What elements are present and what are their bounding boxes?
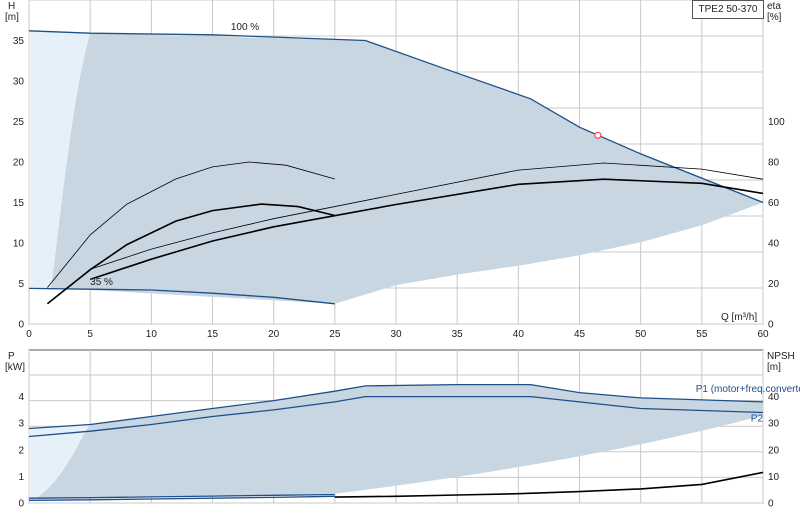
y-left-tick-label: 3 xyxy=(18,419,24,430)
y-left-tick-label: 0 xyxy=(18,320,24,331)
x-tick-label: 45 xyxy=(574,329,586,340)
y-right-tick-label: 30 xyxy=(768,419,780,430)
series-line-0-2 xyxy=(28,287,335,305)
x-tick-label: 60 xyxy=(757,329,769,340)
y-left-tick-label: 1 xyxy=(18,472,24,483)
series-line-1-1 xyxy=(28,395,764,438)
y-left-tick-label: 2 xyxy=(18,445,24,456)
y-left-axis-unit: [kW] xyxy=(5,362,25,373)
y-left-tick-label: 4 xyxy=(18,392,24,403)
y-right-tick-label: 60 xyxy=(768,198,780,209)
series-line-0-5 xyxy=(90,162,764,270)
y-right-tick-label: 20 xyxy=(768,279,780,290)
x-axis-label: Q [m³/h] xyxy=(721,312,757,323)
series-line-0-1 xyxy=(28,30,764,204)
y-right-tick-label: 10 xyxy=(768,472,780,483)
y-right-tick-label: 0 xyxy=(768,499,774,510)
curve-annotation: 100 % xyxy=(231,22,259,33)
x-tick-label: 0 xyxy=(26,329,32,340)
y-right-tick-label: 40 xyxy=(768,392,780,403)
y-left-tick-label: 30 xyxy=(13,77,25,88)
x-tick-label: 40 xyxy=(513,329,525,340)
series-line-0-3 xyxy=(47,161,335,288)
y-right-tick-label: 80 xyxy=(768,158,780,169)
x-tick-label: 30 xyxy=(390,329,402,340)
y-left-tick-label: 10 xyxy=(13,239,25,250)
operating-point-marker xyxy=(594,131,602,139)
y-right-tick-label: 100 xyxy=(768,117,785,128)
y-right-tick-label: 20 xyxy=(768,445,780,456)
y-right-axis-unit: [%] xyxy=(767,12,782,23)
x-tick-label: 10 xyxy=(146,329,158,340)
y-right-tick-label: 0 xyxy=(768,320,774,331)
y-right-axis-label: eta xyxy=(767,1,781,12)
series-line-1-0 xyxy=(28,383,764,430)
y-right-axis-unit: [m] xyxy=(767,362,781,373)
x-tick-label: 50 xyxy=(635,329,647,340)
y-left-tick-label: 0 xyxy=(18,499,24,510)
y-left-axis-label: P xyxy=(8,351,15,362)
y-left-tick-label: 25 xyxy=(13,117,25,128)
operating-envelope xyxy=(29,30,763,304)
x-tick-label: 55 xyxy=(696,329,708,340)
y-left-axis-label: H xyxy=(8,1,15,12)
x-tick-label: 15 xyxy=(207,329,219,340)
series-line-1-3 xyxy=(28,495,335,501)
x-tick-label: 25 xyxy=(329,329,341,340)
x-tick-label: 35 xyxy=(452,329,464,340)
y-left-axis-unit: [m] xyxy=(5,12,19,23)
power-envelope xyxy=(35,384,764,500)
envelope-light-region xyxy=(29,30,91,289)
y-right-axis-label: NPSH xyxy=(767,351,795,362)
series-line-1-2 xyxy=(28,493,335,499)
y-right-tick-label: 40 xyxy=(768,239,780,250)
series-name-label: P1 (motor+freq.converter) xyxy=(696,384,800,395)
series-line-1-4 xyxy=(334,471,764,498)
series-line-0-4 xyxy=(46,203,335,305)
model-label: TPE2 50-370 xyxy=(692,0,764,19)
y-left-tick-label: 20 xyxy=(13,158,25,169)
y-left-tick-label: 5 xyxy=(18,279,24,290)
y-left-tick-label: 35 xyxy=(13,36,25,47)
x-tick-label: 20 xyxy=(268,329,280,340)
series-line-0-6 xyxy=(89,178,764,281)
y-left-tick-label: 15 xyxy=(13,198,25,209)
curve-annotation: 35 % xyxy=(90,277,113,288)
x-tick-label: 5 xyxy=(87,329,93,340)
series-name-label: P2 xyxy=(751,414,764,425)
envelope-light-region xyxy=(29,424,91,500)
